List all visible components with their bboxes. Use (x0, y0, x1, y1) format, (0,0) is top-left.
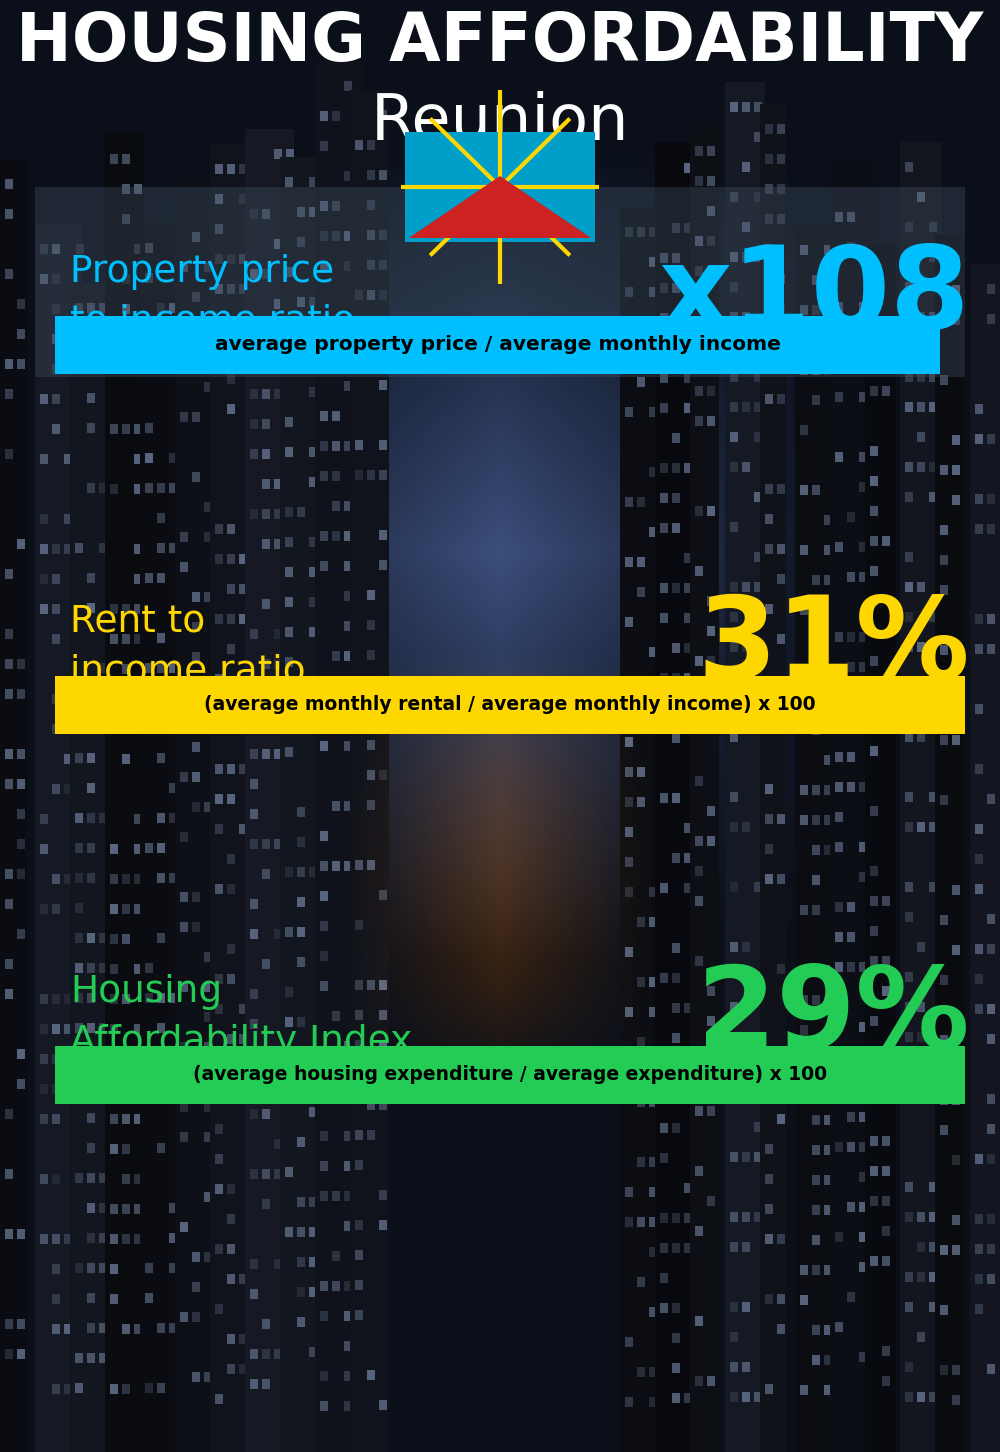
Text: Rent to
income ratio: Rent to income ratio (70, 604, 306, 690)
Bar (35, 187, 965, 378)
Text: 29%: 29% (697, 961, 970, 1073)
Text: Property price
to income ratio: Property price to income ratio (70, 254, 355, 340)
Text: HOUSING AFFORDABILITY: HOUSING AFFORDABILITY (16, 9, 984, 76)
Bar (55, 677, 965, 735)
Text: Reunion: Reunion (371, 91, 629, 152)
Polygon shape (409, 176, 591, 238)
Text: x108: x108 (658, 241, 970, 353)
Bar (55, 1045, 965, 1104)
Text: 31%: 31% (697, 591, 970, 703)
Text: (average monthly rental / average monthly income) x 100: (average monthly rental / average monthl… (204, 696, 816, 714)
Bar (405, 132, 595, 242)
Text: average property price / average monthly income: average property price / average monthly… (215, 335, 781, 354)
Text: (average housing expenditure / average expenditure) x 100: (average housing expenditure / average e… (193, 1066, 827, 1085)
Text: Housing
Affordability Index: Housing Affordability Index (70, 974, 412, 1060)
Bar (55, 317, 940, 375)
